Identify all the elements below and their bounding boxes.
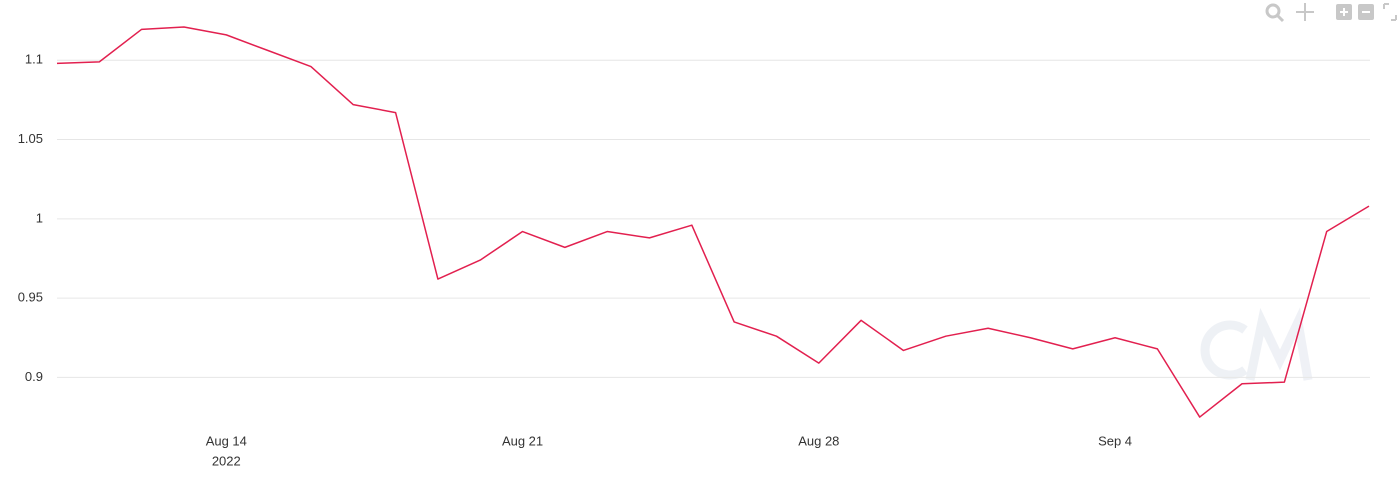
line-series [56,26,1370,418]
zoom-out-button[interactable] [1358,4,1374,20]
x-year-label: 2022 [212,453,241,468]
y-tick-label: 1.1 [25,52,43,67]
y-tick-label: 0.9 [25,369,43,384]
x-tick-label: Aug 21 [502,433,543,448]
x-tick-label: Sep 4 [1098,433,1132,448]
watermark [1200,307,1313,381]
toolbar [1265,3,1397,23]
pan-button[interactable] [1296,3,1314,21]
y-tick-label: 1.05 [18,131,43,146]
y-tick-label: 1 [36,210,43,225]
zoom-in-button[interactable] [1336,4,1352,20]
x-tick-label: Aug 28 [798,433,839,448]
zoom-button[interactable] [1265,3,1285,23]
reset-button[interactable] [1383,3,1397,21]
y-tick-label: 0.95 [18,290,43,305]
x-tick-label: Aug 14 [206,433,247,448]
